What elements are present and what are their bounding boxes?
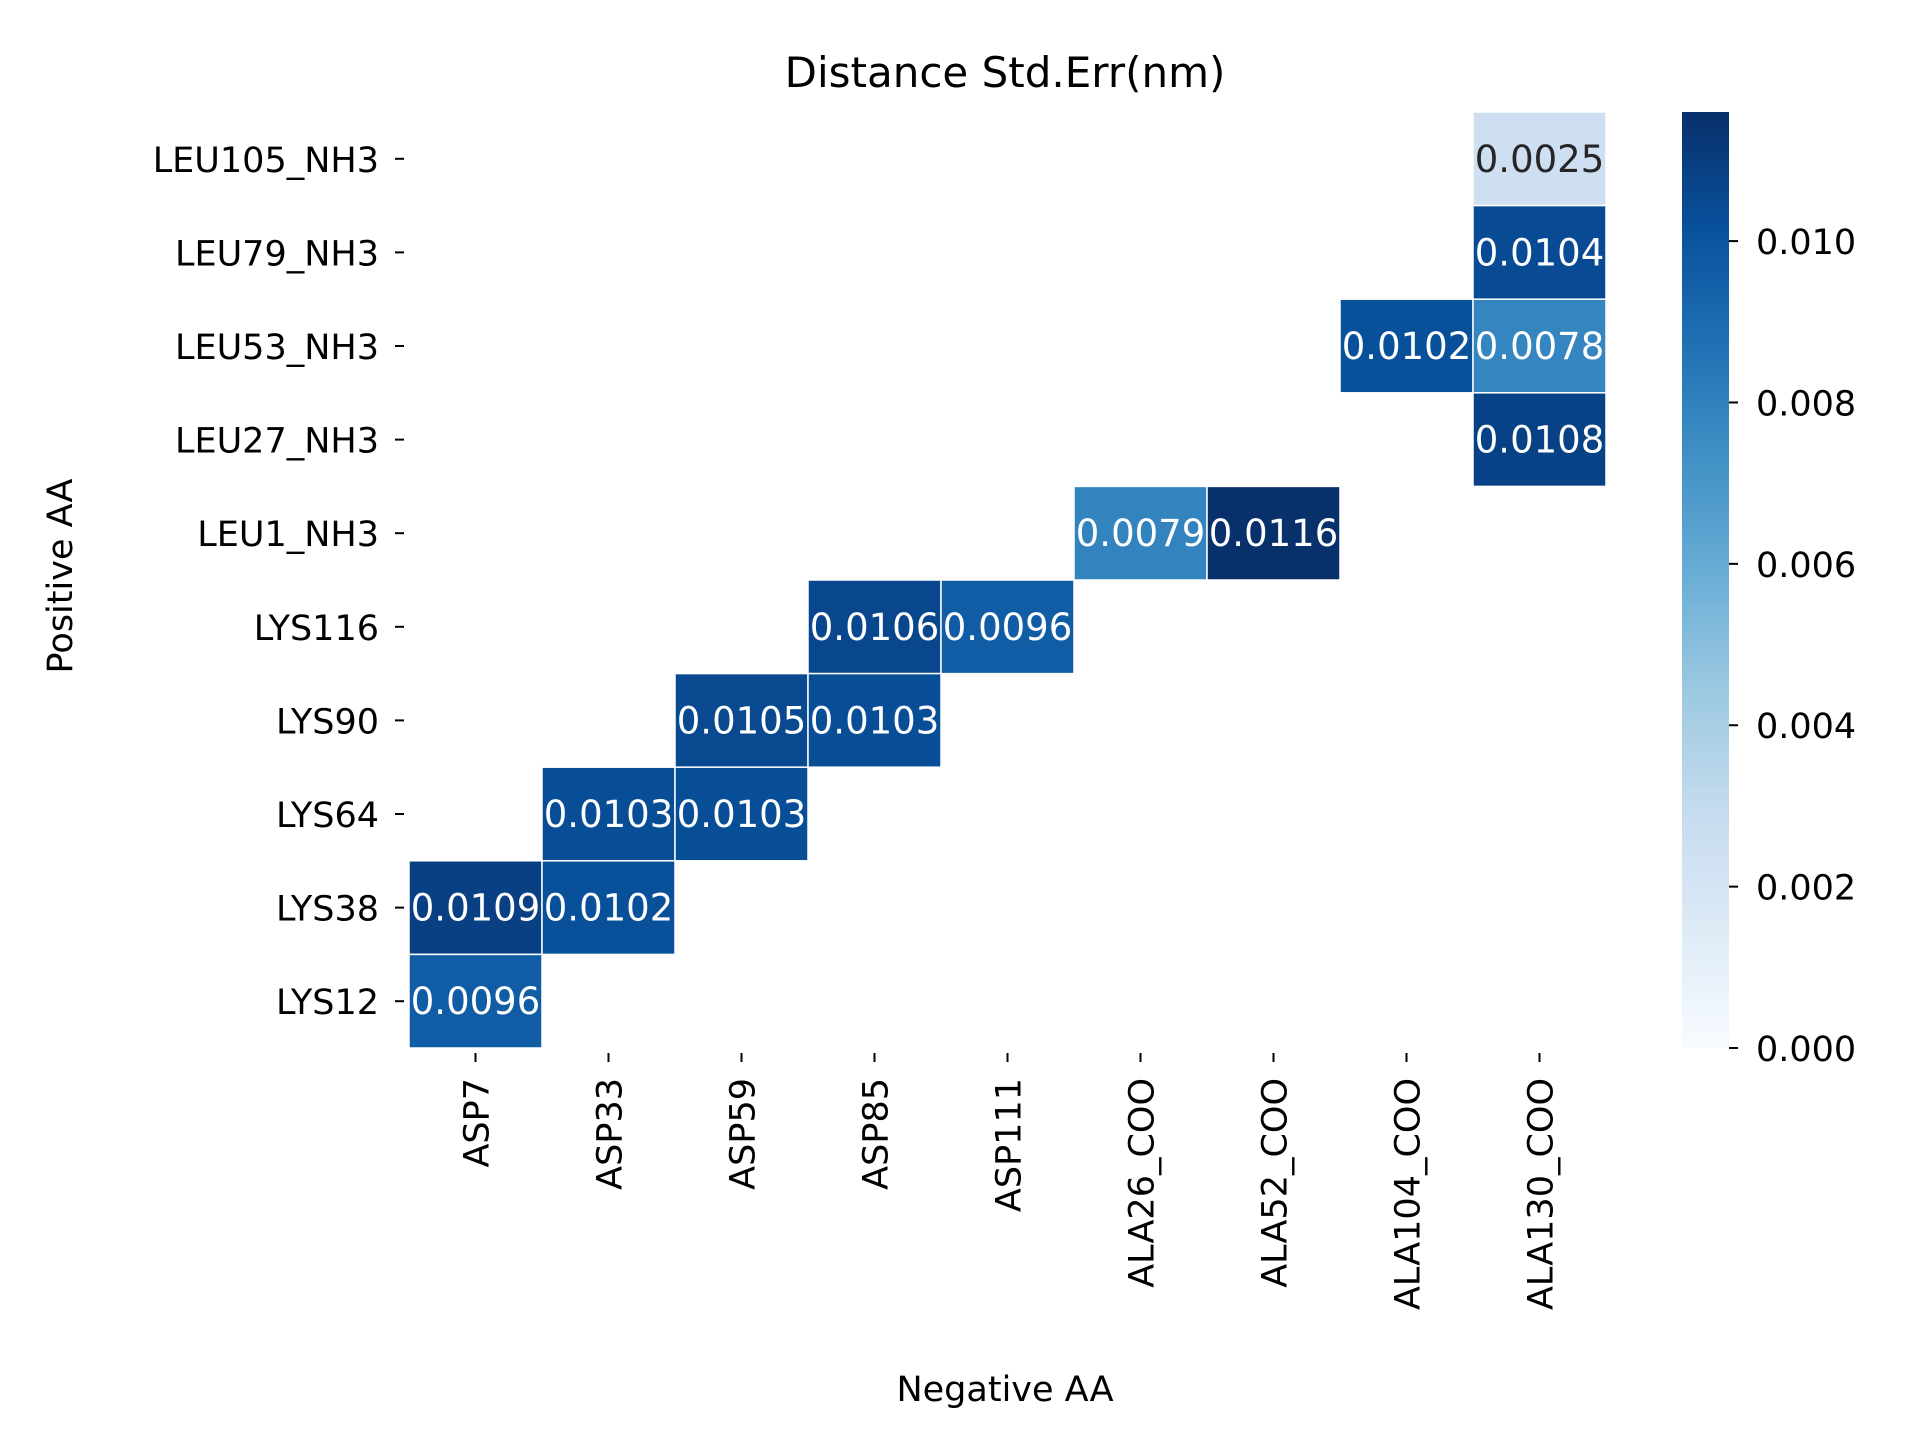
colorbar-tick-label: 0.004 [1756,707,1856,747]
x-axis-label: Negative AA [896,1370,1113,1410]
cell-value-label: 0.0096 [943,606,1072,649]
y-tick-label: LEU27_NH3 [175,422,379,462]
y-axis: LEU105_NH3 LEU79_NH3 LEU53_NH3 LEU27_NH3 LEU… [153,141,404,1023]
cell-value-label: 0.0103 [810,699,939,742]
x-tick-label: ALA26_COO [1123,1078,1163,1288]
y-tick-label: LYS64 [276,796,379,836]
cell-value-label: 0.0105 [677,699,806,742]
x-tick-label: ALA52_COO [1256,1078,1296,1288]
cell-value-label: 0.0104 [1475,231,1604,274]
heatmap-cell [807,579,942,675]
heatmap-cell [1206,485,1341,581]
x-tick-label: ALA130_COO [1522,1078,1562,1310]
heatmap-cell [1472,111,1607,207]
colorbar-tick-label: 0.010 [1756,223,1856,263]
cell-value-label: 0.0103 [677,793,806,836]
heatmap-cell [1472,204,1607,300]
heatmap-cell [1339,298,1474,394]
y-tick-label: LEU105_NH3 [153,141,379,181]
heatmap-cell [541,860,676,956]
y-tick-label: LEU79_NH3 [175,234,379,274]
cell-value-label: 0.0109 [411,887,540,930]
x-axis: ASP7 ASP33 ASP59 ASP85 ASP111 ALA26_COO ALA52_… [458,1053,1562,1310]
y-tick-label: LEU1_NH3 [197,515,379,555]
heatmap-cell [408,860,543,956]
heatmap-cell [1073,485,1208,581]
colorbar-tick-label: 0.006 [1756,546,1856,586]
y-axis-label: Positive AA [41,478,81,673]
cell-value-label: 0.0102 [1342,325,1471,368]
heatmap-cell [1472,392,1607,488]
heatmap-cell [674,672,809,768]
y-tick-label: LYS116 [254,609,379,649]
y-tick-label: LEU53_NH3 [175,328,379,368]
x-tick-label: ASP85 [857,1078,897,1190]
cell-value-label: 0.0079 [1076,512,1205,555]
heatmap-cell [940,579,1075,675]
colorbar-gradient [1682,112,1729,1048]
x-tick-label: ASP111 [990,1078,1030,1212]
colorbar: 0.000 0.002 0.004 0.006 0.008 0.010 [1682,112,1856,1070]
heatmap-cell [541,766,676,862]
cell-value-label: 0.0103 [544,793,673,836]
heatmap-cell [674,766,809,862]
cell-value-label: 0.0096 [411,980,540,1023]
heatmap-cell [807,672,942,768]
x-tick-label: ASP7 [458,1078,498,1168]
x-tick-label: ASP33 [591,1078,631,1190]
y-tick-label: LYS38 [276,890,379,930]
cell-value-label: 0.0108 [1475,419,1604,462]
x-tick-label: ALA104_COO [1389,1078,1429,1310]
colorbar-tick-label: 0.000 [1756,1030,1856,1070]
heatmap-cell [1472,298,1607,394]
cell-value-label: 0.0106 [810,606,939,649]
colorbar-tick-label: 0.002 [1756,869,1856,909]
cell-value-label: 0.0116 [1209,512,1338,555]
colorbar-tick-label: 0.008 [1756,384,1856,424]
y-tick-label: LYS90 [276,702,379,742]
cell-value-label: 0.0078 [1475,325,1604,368]
heatmap-cell [408,953,543,1049]
x-tick-label: ASP59 [724,1078,764,1190]
cell-value-label: 0.0102 [544,887,673,930]
y-tick-label: LYS12 [276,983,379,1023]
chart-title: Distance Std.Err(nm) [785,48,1226,97]
cell-value-label: 0.0025 [1475,138,1604,181]
